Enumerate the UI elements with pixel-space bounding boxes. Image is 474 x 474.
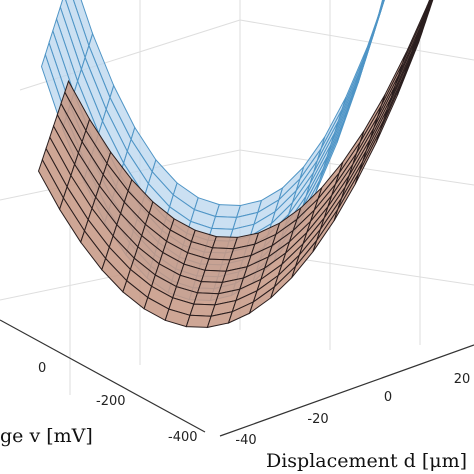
blue-surface-cell <box>211 215 238 230</box>
copper-surface-cell <box>196 281 224 295</box>
blue-surface-cell <box>372 0 385 36</box>
y-tick-0: 0 <box>38 361 46 376</box>
copper-surface-cell <box>396 31 423 96</box>
x-axis-ticks: -40 -20 0 20 <box>235 372 470 448</box>
copper-surface-cell <box>185 314 212 328</box>
copper-surface-cell <box>419 0 432 28</box>
blue-surface-cell <box>361 0 384 72</box>
copper-surface-cell <box>193 292 220 306</box>
axis-lines <box>0 319 474 437</box>
blue-surface-cell <box>357 0 384 83</box>
copper-surface-cell <box>204 258 231 272</box>
blue-surface-cell <box>380 0 385 12</box>
x-tick-0: 0 <box>384 390 392 405</box>
blue-surface-cell <box>365 0 385 60</box>
copper-mesh-surface <box>37 0 434 329</box>
x-axis-label: Displacement d [μm] <box>266 450 467 472</box>
x-tick--20: -20 <box>307 412 328 427</box>
y-tick--400: -400 <box>168 430 198 445</box>
y-axis-ticks: 0 -200 -400 <box>38 361 198 445</box>
x-tick--40: -40 <box>235 433 256 448</box>
blue-surface-cell <box>214 204 242 218</box>
x-tick-20: 20 <box>454 372 471 387</box>
copper-surface-cell <box>189 303 216 317</box>
blue-surface-cell <box>382 0 384 1</box>
copper-surface-cell <box>208 247 235 261</box>
copper-surface-cell <box>200 269 227 283</box>
copper-surface-cell <box>211 236 239 250</box>
y-axis-label: ge v [mV] <box>0 425 93 447</box>
y-tick--200: -200 <box>96 394 126 409</box>
blue-surface-cell <box>378 0 384 13</box>
